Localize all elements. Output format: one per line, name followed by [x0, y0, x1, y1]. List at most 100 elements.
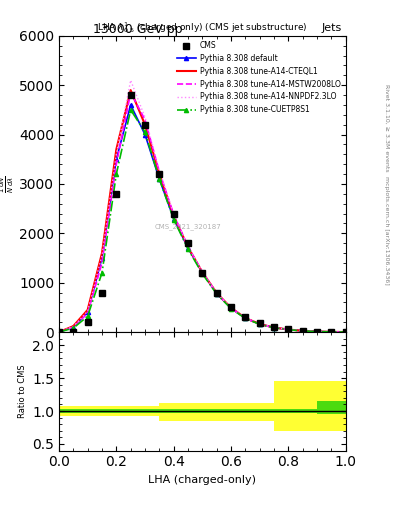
Pythia 8.308 tune-A14-MSTW2008LO — [57, 329, 61, 335]
Pythia 8.308 tune-A14-NNPDF2.3LO — [100, 252, 105, 259]
Bar — [102, 409, 116, 413]
Bar — [145, 406, 160, 416]
Pythia 8.308 default — [57, 329, 61, 335]
Pythia 8.308 default — [243, 315, 248, 322]
Bar — [245, 403, 260, 421]
Pythia 8.308 default — [272, 325, 277, 331]
Text: 13000 GeV pp: 13000 GeV pp — [93, 23, 182, 36]
CMS — [215, 289, 219, 295]
Pythia 8.308 tune-A14-CTEQL1 — [71, 323, 75, 329]
Pythia 8.308 tune-A14-MSTW2008LO — [229, 305, 233, 311]
Pythia 8.308 tune-A14-NNPDF2.3LO — [300, 328, 305, 334]
Pythia 8.308 tune-A14-NNPDF2.3LO — [343, 329, 348, 335]
Pythia 8.308 tune-A14-NNPDF2.3LO — [329, 329, 334, 335]
Pythia 8.308 default — [286, 327, 291, 333]
Pythia 8.308 tune-A14-MSTW2008LO — [100, 260, 105, 266]
Pythia 8.308 tune-A14-NNPDF2.3LO — [171, 211, 176, 217]
Pythia 8.308 tune-CUETP8S1 — [128, 107, 133, 113]
CMS — [286, 326, 291, 332]
Pythia 8.308 default — [114, 156, 119, 162]
Pythia 8.308 tune-A14-NNPDF2.3LO — [229, 305, 233, 311]
CMS — [229, 304, 233, 310]
Pythia 8.308 tune-A14-CTEQL1 — [286, 327, 291, 333]
Pythia 8.308 tune-A14-MSTW2008LO — [286, 327, 291, 333]
Pythia 8.308 tune-CUETP8S1 — [71, 325, 75, 331]
Line: Pythia 8.308 tune-A14-MSTW2008LO: Pythia 8.308 tune-A14-MSTW2008LO — [59, 93, 346, 332]
Pythia 8.308 tune-CUETP8S1 — [143, 129, 147, 135]
Pythia 8.308 tune-CUETP8S1 — [85, 313, 90, 319]
Pythia 8.308 tune-A14-NNPDF2.3LO — [71, 324, 75, 330]
Pythia 8.308 tune-A14-MSTW2008LO — [128, 90, 133, 96]
Pythia 8.308 tune-A14-MSTW2008LO — [114, 161, 119, 167]
CMS — [186, 240, 191, 246]
Pythia 8.308 tune-A14-NNPDF2.3LO — [143, 114, 147, 120]
Bar — [116, 409, 131, 413]
Pythia 8.308 tune-A14-MSTW2008LO — [171, 211, 176, 218]
Pythia 8.308 tune-CUETP8S1 — [200, 271, 205, 277]
Pythia 8.308 default — [257, 321, 262, 327]
Pythia 8.308 tune-A14-CTEQL1 — [215, 290, 219, 296]
Bar — [145, 409, 160, 413]
Bar — [88, 409, 102, 413]
CMS — [71, 329, 75, 335]
Pythia 8.308 tune-A14-MSTW2008LO — [300, 328, 305, 334]
Pythia 8.308 tune-A14-NNPDF2.3LO — [157, 167, 162, 173]
Bar — [73, 406, 88, 416]
Pythia 8.308 tune-A14-NNPDF2.3LO — [200, 269, 205, 275]
Pythia 8.308 tune-A14-MSTW2008LO — [143, 117, 147, 123]
Pythia 8.308 default — [343, 329, 348, 335]
Pythia 8.308 tune-CUETP8S1 — [343, 329, 348, 335]
Pythia 8.308 default — [329, 329, 334, 335]
Bar — [59, 409, 73, 413]
Pythia 8.308 tune-A14-MSTW2008LO — [243, 315, 248, 321]
Text: Rivet 3.1.10, ≥ 3.3M events: Rivet 3.1.10, ≥ 3.3M events — [384, 84, 389, 172]
Pythia 8.308 default — [200, 270, 205, 276]
Pythia 8.308 tune-A14-NNPDF2.3LO — [286, 327, 291, 333]
CMS — [57, 329, 61, 335]
Line: Pythia 8.308 tune-A14-CTEQL1: Pythia 8.308 tune-A14-CTEQL1 — [59, 90, 346, 332]
Pythia 8.308 tune-A14-CTEQL1 — [343, 329, 348, 335]
Pythia 8.308 tune-A14-CTEQL1 — [300, 328, 305, 334]
Bar — [317, 381, 332, 431]
Pythia 8.308 tune-A14-NNPDF2.3LO — [85, 308, 90, 314]
Bar — [303, 381, 317, 431]
Line: Pythia 8.308 tune-A14-NNPDF2.3LO: Pythia 8.308 tune-A14-NNPDF2.3LO — [59, 80, 346, 332]
Pythia 8.308 tune-CUETP8S1 — [272, 325, 277, 331]
Pythia 8.308 tune-A14-CTEQL1 — [85, 307, 90, 313]
Bar — [331, 381, 346, 431]
Pythia 8.308 default — [143, 132, 147, 138]
Pythia 8.308 tune-CUETP8S1 — [300, 328, 305, 334]
Pythia 8.308 tune-CUETP8S1 — [257, 321, 262, 327]
Pythia 8.308 tune-A14-CTEQL1 — [157, 171, 162, 177]
Bar — [202, 409, 217, 413]
Pythia 8.308 tune-CUETP8S1 — [186, 246, 191, 252]
Text: Jets: Jets — [321, 23, 342, 33]
Pythia 8.308 tune-CUETP8S1 — [315, 329, 320, 335]
Bar — [288, 381, 303, 431]
Bar — [303, 409, 317, 413]
Pythia 8.308 tune-A14-MSTW2008LO — [329, 329, 334, 335]
Pythia 8.308 tune-CUETP8S1 — [114, 171, 119, 177]
Pythia 8.308 tune-A14-MSTW2008LO — [186, 244, 191, 250]
Pythia 8.308 tune-A14-CTEQL1 — [272, 325, 277, 331]
Pythia 8.308 tune-A14-CTEQL1 — [243, 315, 248, 321]
Pythia 8.308 default — [300, 328, 305, 334]
Pythia 8.308 tune-CUETP8S1 — [171, 217, 176, 223]
Pythia 8.308 default — [315, 329, 320, 335]
Pythia 8.308 tune-CUETP8S1 — [100, 270, 105, 276]
Bar — [160, 409, 174, 413]
Pythia 8.308 tune-A14-NNPDF2.3LO — [315, 329, 320, 335]
Pythia 8.308 default — [215, 290, 219, 296]
Text: CMS_2021_320187: CMS_2021_320187 — [155, 223, 221, 230]
Pythia 8.308 default — [157, 176, 162, 182]
Pythia 8.308 tune-A14-CTEQL1 — [329, 329, 334, 335]
Pythia 8.308 tune-CUETP8S1 — [329, 329, 334, 335]
Bar — [317, 401, 332, 414]
Pythia 8.308 default — [171, 216, 176, 222]
Pythia 8.308 default — [85, 309, 90, 315]
Pythia 8.308 tune-CUETP8S1 — [229, 306, 233, 312]
Bar — [217, 403, 231, 421]
Pythia 8.308 default — [229, 305, 233, 311]
Bar — [245, 409, 260, 413]
Pythia 8.308 tune-CUETP8S1 — [57, 329, 61, 335]
